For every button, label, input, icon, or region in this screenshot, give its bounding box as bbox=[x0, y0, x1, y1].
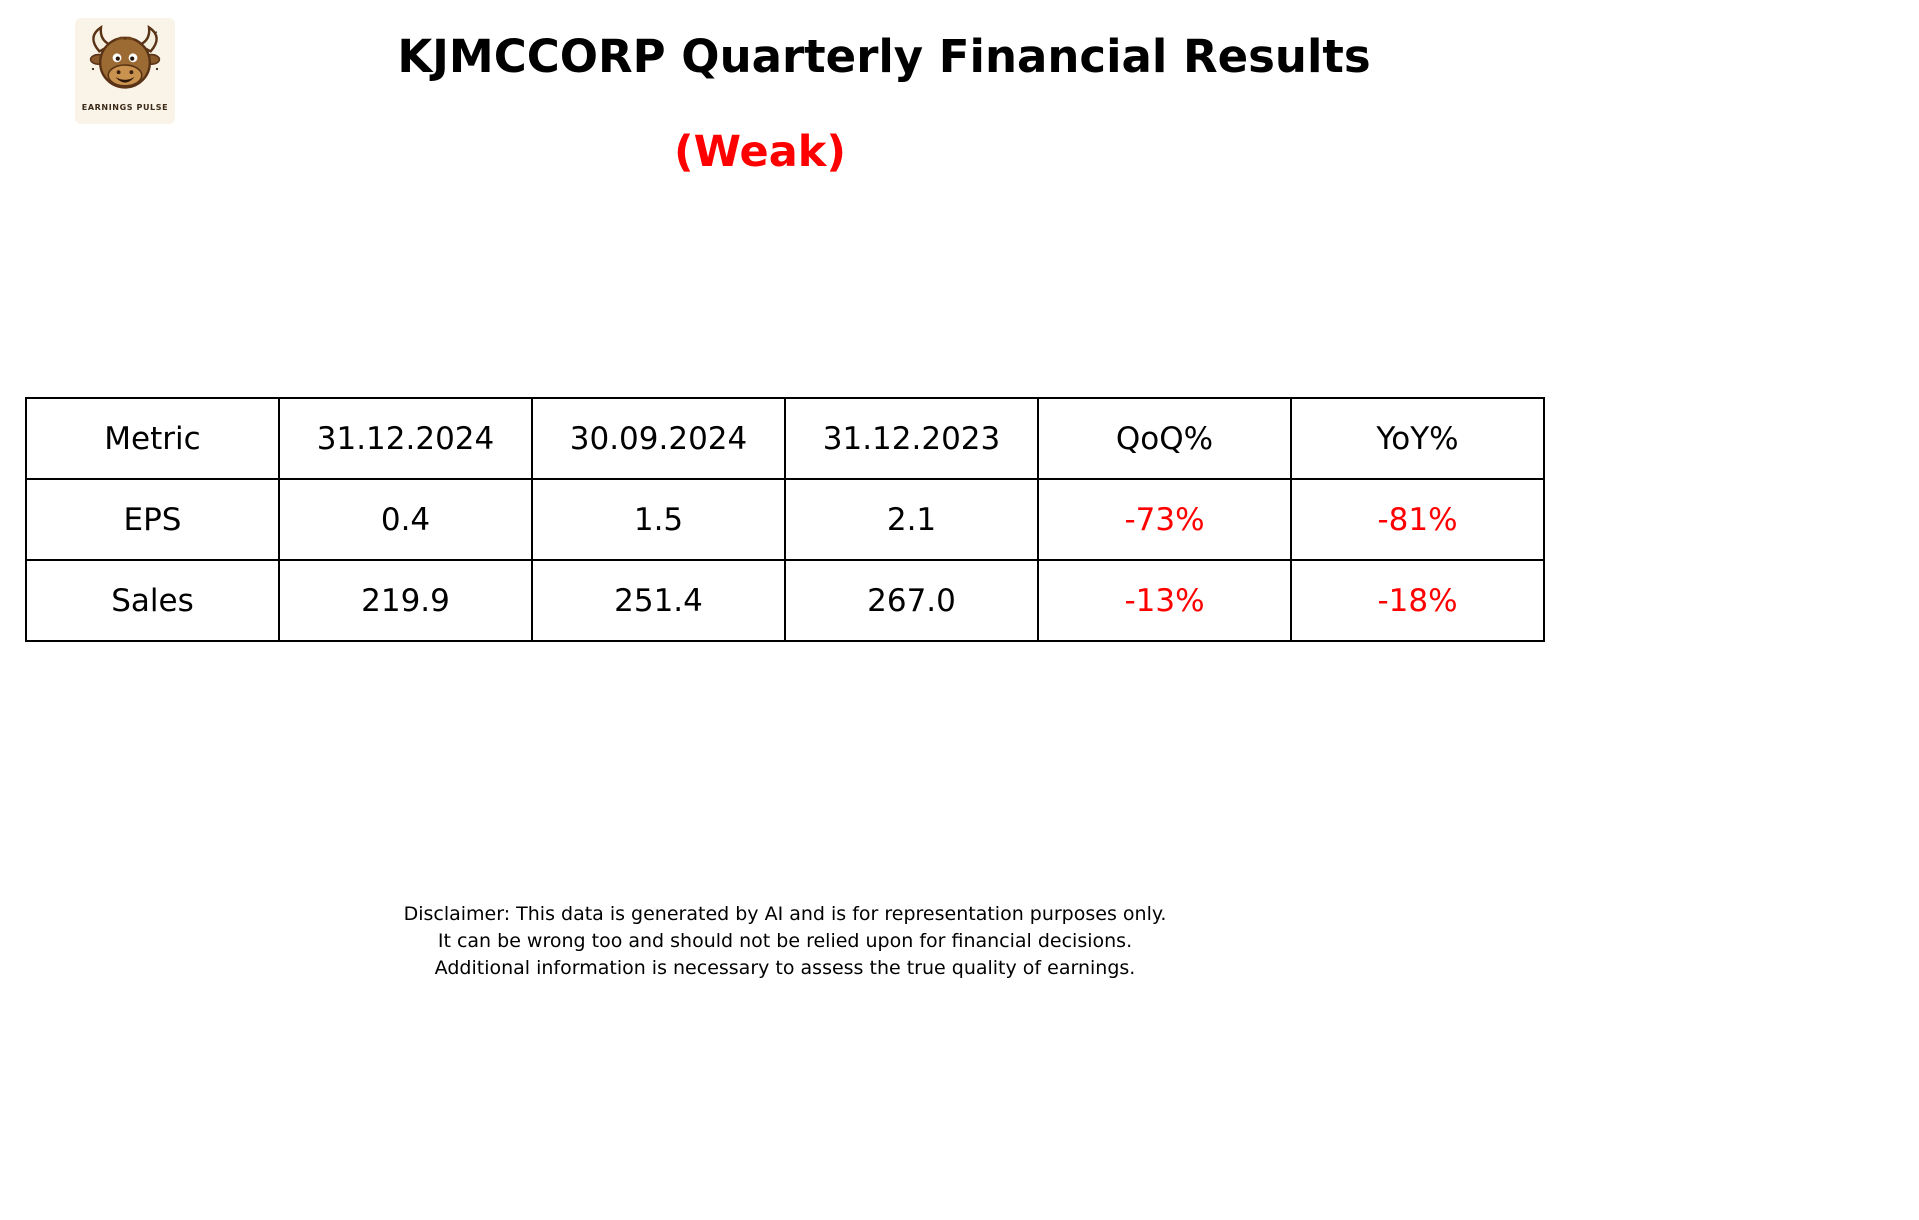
results-table: Metric 31.12.2024 30.09.2024 31.12.2023 … bbox=[25, 397, 1545, 642]
qoq-change-cell: -73% bbox=[1037, 478, 1292, 561]
table-row-sales: Sales 219.9 251.4 267.0 -13% -18% bbox=[25, 559, 1545, 642]
yoy-change-cell: -18% bbox=[1290, 559, 1545, 642]
table-header-cell-q-current: 31.12.2024 bbox=[278, 397, 533, 480]
yoy-change-cell: -81% bbox=[1290, 478, 1545, 561]
disclaimer-line: It can be wrong too and should not be re… bbox=[437, 930, 1133, 952]
page-title: KJMCCORP Quarterly Financial Results bbox=[397, 30, 1371, 83]
metric-cell: Sales bbox=[25, 559, 280, 642]
table-header-cell-qoq: QoQ% bbox=[1037, 397, 1292, 480]
disclaimer-line: Additional information is necessary to a… bbox=[434, 957, 1136, 979]
financial-results-table: Metric 31.12.2024 30.09.2024 31.12.2023 … bbox=[25, 397, 1545, 642]
disclaimer-line: Disclaimer: This data is generated by AI… bbox=[403, 903, 1167, 925]
earnings-pulse-logo: EARNINGS PULSE bbox=[75, 18, 175, 124]
table-cell: 219.9 bbox=[278, 559, 533, 642]
table-cell: 2.1 bbox=[784, 478, 1039, 561]
table-header-cell-metric: Metric bbox=[25, 397, 280, 480]
table-cell: 0.4 bbox=[278, 478, 533, 561]
bull-icon bbox=[89, 24, 161, 89]
metric-cell: EPS bbox=[25, 478, 280, 561]
qoq-change-cell: -13% bbox=[1037, 559, 1292, 642]
table-cell: 267.0 bbox=[784, 559, 1039, 642]
table-header-cell-yoy: YoY% bbox=[1290, 397, 1545, 480]
table-row-eps: EPS 0.4 1.5 2.1 -73% -81% bbox=[25, 478, 1545, 561]
disclaimer: Disclaimer: This data is generated by AI… bbox=[404, 901, 1167, 982]
table-cell: 1.5 bbox=[531, 478, 786, 561]
table-cell: 251.4 bbox=[531, 559, 786, 642]
table-header-row: Metric 31.12.2024 30.09.2024 31.12.2023 … bbox=[25, 397, 1545, 480]
table-header-cell-q-previous: 30.09.2024 bbox=[531, 397, 786, 480]
logo-brand-text: EARNINGS PULSE bbox=[81, 103, 169, 112]
verdict-subtitle: (Weak) bbox=[674, 127, 846, 177]
table-header-cell-q-yearago: 31.12.2023 bbox=[784, 397, 1039, 480]
